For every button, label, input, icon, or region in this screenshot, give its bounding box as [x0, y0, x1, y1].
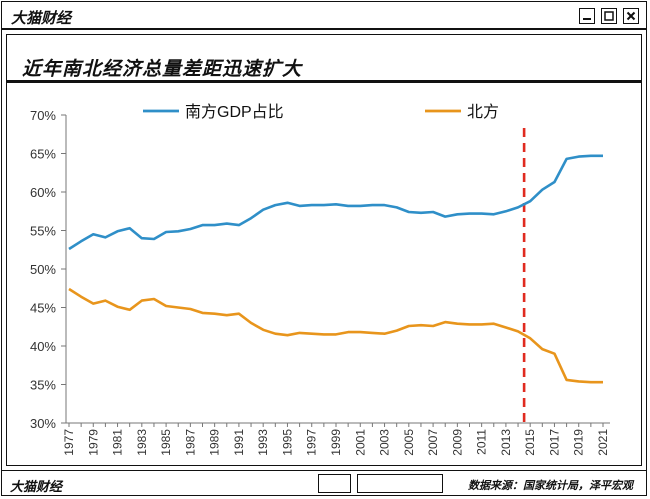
x-tick-label: 1981 [111, 429, 125, 456]
y-tick-label: 40% [30, 339, 56, 354]
y-tick-label: 30% [30, 416, 56, 431]
y-tick-label: 70% [30, 108, 56, 123]
x-tick-label: 2011 [475, 429, 489, 455]
x-tick-label: 1999 [329, 429, 343, 456]
y-tick-label: 45% [30, 301, 56, 316]
series-line-south [68, 154, 603, 251]
x-tick-label: 2009 [450, 429, 464, 456]
x-tick-label: 2007 [426, 429, 440, 456]
footer-bar: 大猫财经 数据来源：国家统计局，泽平宏观 [1, 470, 647, 496]
x-tick-label: 1995 [280, 429, 294, 456]
y-tick-label: 50% [30, 262, 56, 277]
title-bar: 大猫财经 [1, 1, 647, 30]
maximize-icon [604, 11, 614, 21]
y-tick-label: 55% [30, 224, 56, 239]
x-tick-label: 2005 [402, 429, 416, 456]
x-tick-label: 1983 [135, 429, 149, 456]
x-tick-label: 2017 [547, 429, 561, 456]
y-tick-label: 65% [30, 147, 56, 162]
legend-label: 北方 [467, 103, 499, 121]
x-tick-label: 1993 [256, 429, 270, 456]
x-tick-label: 1989 [208, 429, 222, 456]
x-tick-label: 2021 [596, 429, 610, 456]
page-title: 近年南北经济总量差距迅速扩大 [22, 59, 303, 80]
footer-box-1 [318, 474, 351, 493]
y-tick-label: 35% [30, 378, 56, 393]
data-source: 数据来源：国家统计局，泽平宏观 [468, 480, 633, 492]
x-tick-label: 2013 [499, 429, 513, 456]
x-tick-label: 1977 [62, 429, 76, 456]
close-icon [626, 11, 636, 21]
series-line-north [68, 287, 603, 384]
x-tick-label: 1979 [86, 429, 100, 456]
title-divider [6, 80, 642, 83]
x-tick-label: 2001 [353, 429, 367, 456]
minimize-icon [583, 18, 591, 20]
x-tick-label: 2015 [523, 429, 537, 456]
x-tick-label: 1985 [159, 429, 173, 456]
window-brand: 大猫财经 [11, 10, 72, 27]
content-panel [6, 34, 642, 466]
x-tick-label: 1987 [183, 429, 197, 456]
legend-label: 南方GDP占比 [185, 103, 284, 121]
maximize-button[interactable] [601, 8, 617, 24]
x-tick-label: 1991 [232, 429, 246, 456]
y-tick-label: 60% [30, 185, 56, 200]
footer-box-2 [357, 474, 443, 493]
x-tick-label: 2003 [378, 429, 392, 456]
x-tick-label: 1997 [305, 429, 319, 456]
minimize-button[interactable] [579, 8, 595, 24]
footer-brand: 大猫财经 [10, 479, 63, 494]
x-tick-label: 2019 [572, 429, 586, 456]
close-button[interactable] [623, 8, 639, 24]
